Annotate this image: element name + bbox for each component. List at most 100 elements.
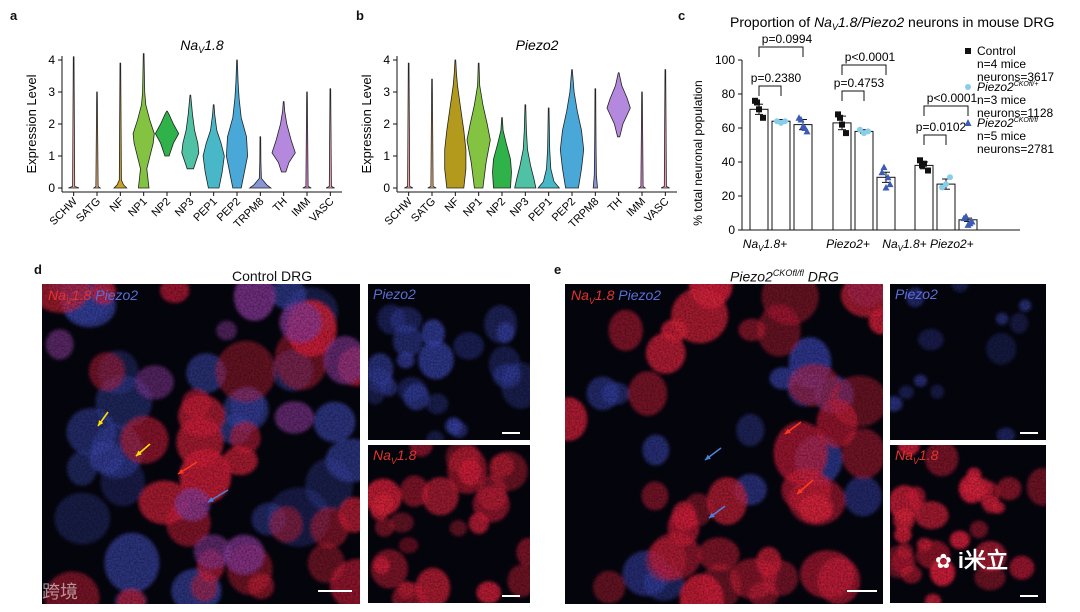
y-tick-label: 40 — [722, 155, 736, 169]
data-point — [801, 124, 809, 131]
data-point — [917, 157, 923, 164]
bar — [914, 164, 934, 231]
significance-bracket — [923, 105, 969, 116]
y-tick-label: 100 — [715, 53, 735, 67]
legend-n-neurons: neurons=3617 — [977, 70, 1054, 84]
violin-np2 — [492, 117, 512, 189]
micro-d-label: NaV1.8 Piezo2 — [48, 287, 138, 306]
violin-np1 — [466, 62, 491, 189]
micrograph-cko-nav18: NaV1.8 — [890, 445, 1046, 603]
x-tick-label: SCHW — [48, 195, 81, 228]
data-point — [882, 184, 890, 191]
violin-nf — [113, 62, 128, 189]
data-point — [966, 219, 974, 227]
x-tick-label: PEP1 — [191, 196, 219, 224]
y-tick-label: 4 — [48, 53, 55, 67]
speckle-texture — [890, 445, 1046, 603]
violin-np2 — [154, 110, 180, 157]
data-point — [797, 116, 805, 123]
data-point — [925, 167, 931, 174]
arrow-head — [98, 420, 104, 426]
speckle-texture — [565, 284, 883, 604]
p-value-label: p=0.0994 — [762, 32, 813, 46]
significance-bracket — [841, 64, 887, 75]
legend-n-mice: n=5 mice — [977, 129, 1026, 143]
micrograph-control-piezo2: Piezo2 — [368, 284, 530, 440]
x-tick-label: SATG — [409, 196, 438, 225]
data-point — [839, 121, 845, 128]
bar — [749, 108, 769, 231]
data-point — [865, 128, 871, 135]
micrograph-control-merged: NaV1.8 Piezo2 — [42, 284, 360, 604]
violin-trpm8 — [248, 136, 273, 189]
scale-bar — [1020, 432, 1038, 434]
inset-e-bottom-label: NaV1.8 — [895, 447, 939, 466]
panel-e-title: Piezo2CKOfl/fl DRG — [730, 268, 839, 285]
micrograph-control-nav18: NaV1.8 — [368, 445, 530, 603]
panel-letter-c: c — [678, 8, 686, 23]
y-tick-label: 20 — [722, 189, 736, 203]
label-blue-piezo2: Piezo2 — [618, 287, 662, 303]
significance-bracket — [923, 134, 947, 145]
data-point — [835, 111, 841, 118]
label-red-nav18: NaV1.8 — [48, 287, 92, 306]
y-tick-label: 3 — [383, 85, 390, 99]
violin-satg — [427, 78, 437, 189]
x-tick-label: NP2 — [484, 196, 508, 220]
y-tick-label: 0 — [48, 181, 55, 195]
p-value-label: p<0.0001 — [927, 91, 978, 105]
arrow-head — [705, 454, 711, 460]
arrow-head — [709, 512, 715, 518]
x-tick-label: NF — [108, 195, 127, 214]
y-tick-label: 80 — [722, 87, 736, 101]
panel-letter-b: b — [356, 8, 364, 23]
data-point — [880, 163, 888, 171]
y-tick-label: 1 — [48, 149, 55, 163]
violin-th — [271, 101, 296, 173]
bar — [771, 120, 791, 231]
watermark-left: 大数跨境 — [6, 582, 78, 602]
panel-letter-a: a — [10, 8, 18, 23]
x-group-label: NaV1.8+ Piezo2+ — [882, 237, 973, 253]
violin-imm — [637, 91, 647, 189]
x-tick-label: NP2 — [149, 196, 173, 220]
x-tick-label: SCHW — [383, 195, 416, 228]
x-tick-label: VASC — [642, 196, 671, 225]
arrow-head — [785, 428, 791, 434]
violin-schw — [68, 56, 80, 189]
p-value-label: p=0.0102 — [916, 120, 967, 134]
violin-vasc — [660, 69, 670, 189]
data-point — [857, 126, 863, 133]
inset-d-top-label: Piezo2 — [373, 286, 416, 302]
legend-name: Control — [977, 44, 1016, 58]
scale-bar — [318, 590, 352, 592]
legend-n-mice: n=4 mice — [977, 57, 1026, 71]
micrograph-cko-piezo2: Piezo2 — [890, 284, 1046, 440]
violin-pep2 — [225, 59, 249, 189]
y-tick-label: 0 — [383, 181, 390, 195]
chart-title: NaV1.8 — [180, 37, 224, 55]
violin-th — [606, 72, 631, 138]
micro-e-label: NaV1.8 Piezo2 — [571, 287, 661, 306]
speckle-texture — [368, 445, 530, 603]
micrograph-cko-merged: NaV1.8 Piezo2 — [565, 284, 883, 604]
p-value-label: p=0.2380 — [751, 71, 802, 85]
data-point — [754, 99, 760, 106]
data-point — [782, 118, 788, 125]
violin-satg — [92, 91, 102, 189]
inset-e-top-label: Piezo2 — [895, 286, 938, 302]
data-point — [919, 162, 925, 169]
scale-bar — [1020, 595, 1038, 597]
label-red-nav18: NaV1.8 — [571, 287, 615, 306]
data-point — [884, 173, 892, 181]
violin-nf — [444, 59, 467, 189]
label-blue-piezo2: Piezo2 — [95, 287, 139, 303]
data-point — [837, 114, 843, 121]
legend-n-neurons: neurons=1128 — [977, 106, 1054, 120]
data-point — [947, 174, 953, 181]
data-point — [803, 127, 811, 135]
legend-n-neurons: neurons=2781 — [977, 142, 1054, 156]
legend-name: Piezo2CKOfl/+ — [977, 80, 1038, 94]
violin-pep2 — [559, 69, 585, 189]
